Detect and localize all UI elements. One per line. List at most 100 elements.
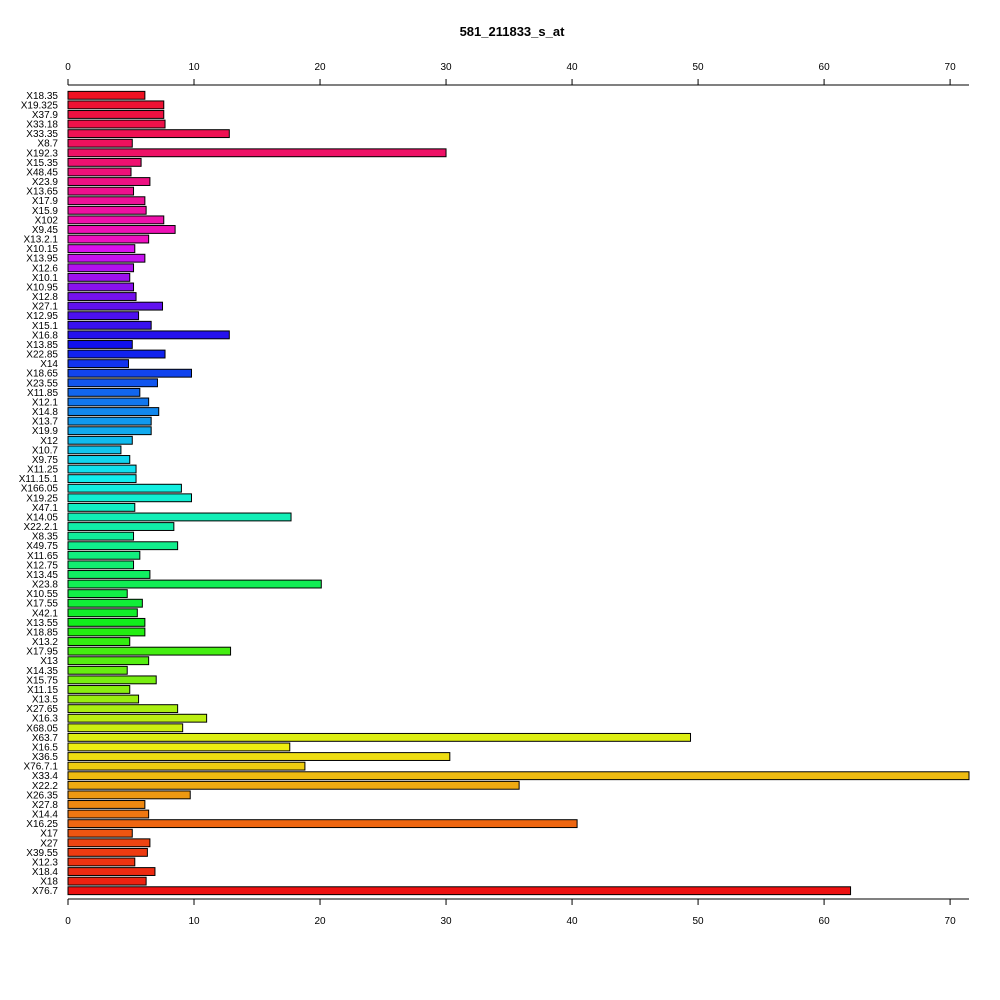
bar-X14.4 bbox=[67, 809, 150, 819]
bar-X12.6 bbox=[67, 263, 135, 273]
category-label: X37.9 bbox=[32, 110, 59, 121]
category-label: X13.2.1 bbox=[24, 235, 59, 246]
category-label: X9.75 bbox=[32, 455, 59, 466]
category-label: X22.2 bbox=[32, 781, 59, 792]
category-label: X19.9 bbox=[32, 426, 59, 437]
category-label: X42.1 bbox=[32, 608, 59, 619]
bar-X15.1 bbox=[67, 320, 152, 330]
category-label: X23.8 bbox=[32, 580, 59, 591]
category-label: X18.4 bbox=[32, 867, 59, 878]
category-label: X23.55 bbox=[26, 378, 58, 389]
bottom-axis-tick-label: 40 bbox=[566, 916, 578, 927]
bar-X17.55 bbox=[67, 598, 143, 608]
bar-X17.9 bbox=[67, 196, 146, 206]
bar-X33.18 bbox=[67, 119, 166, 129]
bottom-axis-tick-label: 70 bbox=[945, 916, 957, 927]
bar-X18.4 bbox=[67, 867, 156, 876]
bar-X13.5 bbox=[67, 694, 140, 704]
category-label: X11.15.1 bbox=[19, 474, 59, 485]
bar-X12.8 bbox=[67, 292, 137, 301]
category-label: X13.7 bbox=[32, 417, 59, 428]
category-label: X27.8 bbox=[32, 800, 59, 811]
bar-X36.5 bbox=[67, 752, 451, 761]
bar-X192.3 bbox=[67, 148, 447, 158]
bar-X27 bbox=[67, 838, 151, 848]
category-label: X15.9 bbox=[32, 206, 59, 217]
bottom-axis-tick-label: 20 bbox=[314, 916, 326, 927]
category-label: X10.15 bbox=[26, 244, 58, 255]
category-label: X12.1 bbox=[32, 397, 59, 408]
category-label: X19.325 bbox=[21, 100, 59, 111]
bottom-axis-tick-label: 0 bbox=[65, 916, 71, 927]
category-label: X18 bbox=[40, 877, 58, 888]
category-label: X47.1 bbox=[32, 503, 59, 514]
category-label: X13.95 bbox=[26, 254, 58, 265]
category-label: X13.5 bbox=[32, 695, 59, 706]
bar-X14 bbox=[67, 359, 129, 369]
bar-X16.8 bbox=[67, 330, 230, 340]
category-label: X10.1 bbox=[32, 273, 59, 284]
bar-X12.95 bbox=[67, 311, 140, 321]
bar-X13.2 bbox=[67, 637, 131, 646]
bottom-axis-tick-label: 60 bbox=[819, 916, 831, 927]
bar-X18.65 bbox=[67, 368, 192, 378]
bars bbox=[67, 90, 970, 896]
category-label: X8.7 bbox=[37, 139, 58, 150]
category-label: X23.9 bbox=[32, 177, 59, 188]
bar-X16.3 bbox=[67, 713, 208, 723]
bar-X23.8 bbox=[67, 579, 322, 589]
category-label: X33.4 bbox=[32, 771, 59, 782]
bar-X11.15.1 bbox=[67, 474, 137, 484]
bar-X12 bbox=[67, 435, 133, 445]
bar-X68.05 bbox=[67, 723, 184, 733]
category-labels: X18.35X19.325X37.9X33.18X33.35X8.7X192.3… bbox=[19, 91, 59, 897]
category-label: X22.85 bbox=[26, 350, 58, 361]
category-label: X76.7 bbox=[32, 886, 59, 897]
top-axis-tick-label: 20 bbox=[314, 62, 326, 73]
category-label: X17.55 bbox=[26, 599, 58, 610]
bar-X33.35 bbox=[67, 129, 230, 139]
category-label: X13.45 bbox=[26, 570, 58, 581]
bar-X18.35 bbox=[67, 90, 146, 100]
category-label: X39.55 bbox=[26, 848, 58, 859]
category-label: X27.65 bbox=[26, 704, 58, 715]
bar-X15.75 bbox=[67, 675, 157, 685]
bar-X9.45 bbox=[67, 225, 176, 234]
bar-X48.45 bbox=[67, 167, 132, 177]
category-label: X16.8 bbox=[32, 330, 59, 341]
category-label: X12.95 bbox=[26, 311, 58, 322]
category-label: X13.65 bbox=[26, 187, 58, 198]
bar-X13.45 bbox=[67, 570, 151, 579]
category-label: X8.35 bbox=[32, 532, 59, 543]
bar-X8.35 bbox=[67, 531, 135, 541]
category-label: X192.3 bbox=[26, 148, 58, 159]
bottom-axis-tick-label: 10 bbox=[188, 916, 200, 927]
bar-X76.7.1 bbox=[67, 761, 306, 771]
bar-X19.325 bbox=[67, 100, 165, 110]
bar-X10.15 bbox=[67, 244, 136, 254]
bar-X13 bbox=[67, 656, 150, 666]
category-label: X10.95 bbox=[26, 282, 58, 293]
category-label: X14.4 bbox=[32, 810, 59, 821]
bar-X39.55 bbox=[67, 847, 148, 857]
category-label: X14.8 bbox=[32, 407, 59, 418]
category-label: X11.25 bbox=[27, 465, 58, 476]
category-label: X18.85 bbox=[26, 627, 58, 638]
bar-X33.4 bbox=[67, 771, 970, 781]
category-label: X10.55 bbox=[26, 589, 58, 600]
top-axis-tick-label: 10 bbox=[188, 62, 200, 73]
bar-X17.95 bbox=[67, 646, 232, 656]
bar-X8.7 bbox=[67, 138, 133, 148]
category-label: X166.05 bbox=[21, 484, 59, 495]
bar-X13.95 bbox=[67, 253, 146, 263]
bar-X22.85 bbox=[67, 349, 166, 359]
top-axis-tick-label: 70 bbox=[945, 62, 957, 73]
bar-X15.9 bbox=[67, 205, 147, 215]
bar-X11.15 bbox=[67, 685, 131, 694]
bar-X11.85 bbox=[67, 387, 141, 397]
category-label: X13 bbox=[40, 656, 58, 667]
bar-X76.7 bbox=[67, 886, 852, 896]
category-label: X102 bbox=[35, 215, 59, 226]
bar-X14.05 bbox=[67, 512, 292, 522]
